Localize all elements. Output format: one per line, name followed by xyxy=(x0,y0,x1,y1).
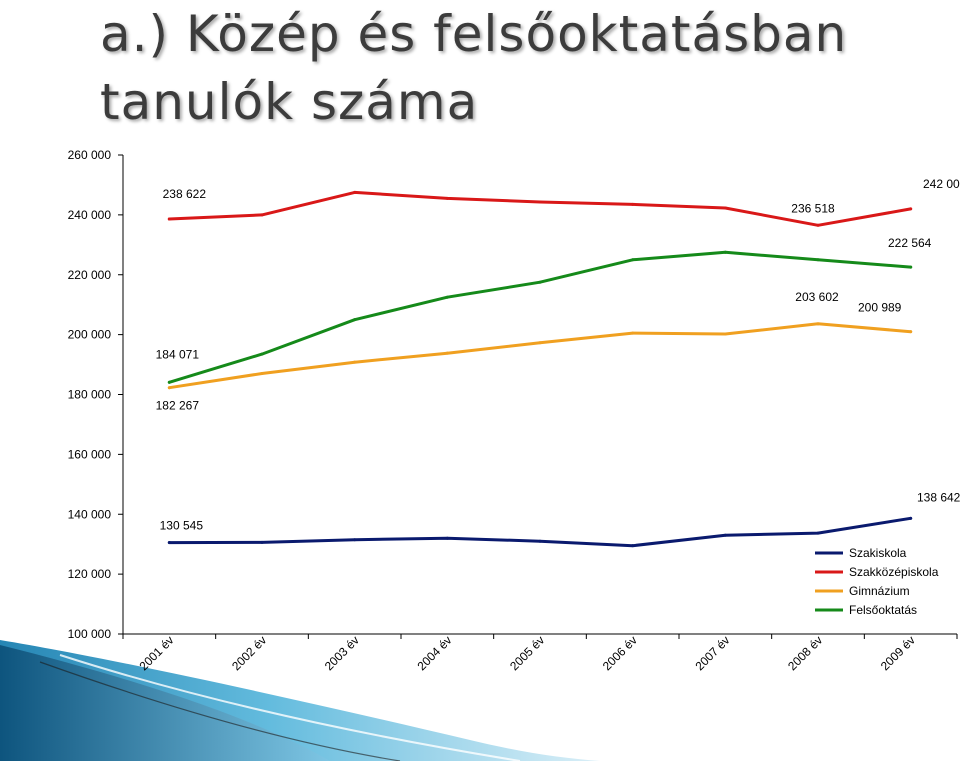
x-tick-label: 2007 év xyxy=(692,633,732,673)
data-point xyxy=(631,544,635,548)
data-point xyxy=(723,206,727,210)
data-point xyxy=(167,217,171,221)
legend-label: Gimnázium xyxy=(849,584,910,598)
data-point xyxy=(538,539,542,543)
data-label: 242 005 xyxy=(923,177,960,191)
data-point xyxy=(723,250,727,254)
data-label: 222 564 xyxy=(888,236,932,250)
data-point xyxy=(167,386,171,390)
data-point xyxy=(816,531,820,535)
data-point xyxy=(816,223,820,227)
data-point xyxy=(723,533,727,537)
y-tick-label: 120 000 xyxy=(68,567,112,581)
data-label: 200 989 xyxy=(858,301,902,315)
series-line-gimnázium xyxy=(167,322,913,390)
legend-label: Szakközépiskola xyxy=(849,565,939,579)
slide-title-line-1: a.) Közép és felsőoktatásban xyxy=(100,5,848,63)
data-point xyxy=(631,258,635,262)
data-point xyxy=(445,536,449,540)
legend-label: Szakiskola xyxy=(849,546,907,560)
data-point xyxy=(260,540,264,544)
data-label: 238 622 xyxy=(163,187,207,201)
decorative-wave xyxy=(0,640,600,761)
y-tick-label: 100 000 xyxy=(68,627,112,641)
data-point xyxy=(260,213,264,217)
data-label: 184 071 xyxy=(156,347,200,361)
data-point xyxy=(631,331,635,335)
data-point xyxy=(167,380,171,384)
data-point xyxy=(353,538,357,542)
x-tick-label: 2003 év xyxy=(322,633,362,673)
y-tick-label: 260 000 xyxy=(68,148,112,162)
data-point xyxy=(260,352,264,356)
data-point xyxy=(445,351,449,355)
series-line-felsőoktatás xyxy=(167,250,913,384)
y-tick-label: 180 000 xyxy=(68,388,112,402)
x-tick-label: 2001 év xyxy=(136,633,176,673)
data-label: 182 267 xyxy=(156,399,200,413)
x-tick-label: 2006 év xyxy=(600,633,640,673)
x-tick-label: 2005 év xyxy=(507,633,547,673)
data-point xyxy=(538,280,542,284)
data-point xyxy=(538,341,542,345)
slide-title-line-2: tanulók száma xyxy=(100,73,479,131)
data-point xyxy=(445,295,449,299)
y-tick-label: 220 000 xyxy=(68,268,112,282)
x-tick-label: 2004 év xyxy=(414,633,454,673)
chart-legend: Szakiskola Szakközépiskola Gimnázium Felsőo… xyxy=(815,546,939,617)
x-tick-label: 2009 év xyxy=(878,633,918,673)
data-point xyxy=(816,322,820,326)
data-point xyxy=(723,332,727,336)
data-point xyxy=(909,516,913,520)
y-tick-label: 200 000 xyxy=(68,328,112,342)
data-point xyxy=(909,330,913,334)
data-point xyxy=(538,200,542,204)
y-tick-label: 140 000 xyxy=(68,507,112,521)
data-label: 203 602 xyxy=(795,290,839,304)
data-point xyxy=(167,541,171,545)
data-point xyxy=(631,202,635,206)
y-tick-label: 160 000 xyxy=(68,447,112,461)
data-point xyxy=(909,265,913,269)
data-point xyxy=(353,318,357,322)
data-point xyxy=(353,190,357,194)
data-label: 236 518 xyxy=(791,201,835,215)
slide-title: a.) Közép és felsőoktatásban tanulók szá… xyxy=(100,0,950,136)
data-point xyxy=(353,360,357,364)
data-point xyxy=(909,207,913,211)
data-point xyxy=(445,196,449,200)
x-tick-label: 2002 év xyxy=(229,633,269,673)
legend-label: Felsőoktatás xyxy=(849,603,917,617)
data-point xyxy=(816,258,820,262)
data-label: 138 642 xyxy=(917,490,960,504)
data-label: 130 545 xyxy=(160,519,204,533)
y-tick-label: 240 000 xyxy=(68,208,112,222)
x-tick-label: 2008 év xyxy=(785,633,825,673)
data-point xyxy=(260,372,264,376)
